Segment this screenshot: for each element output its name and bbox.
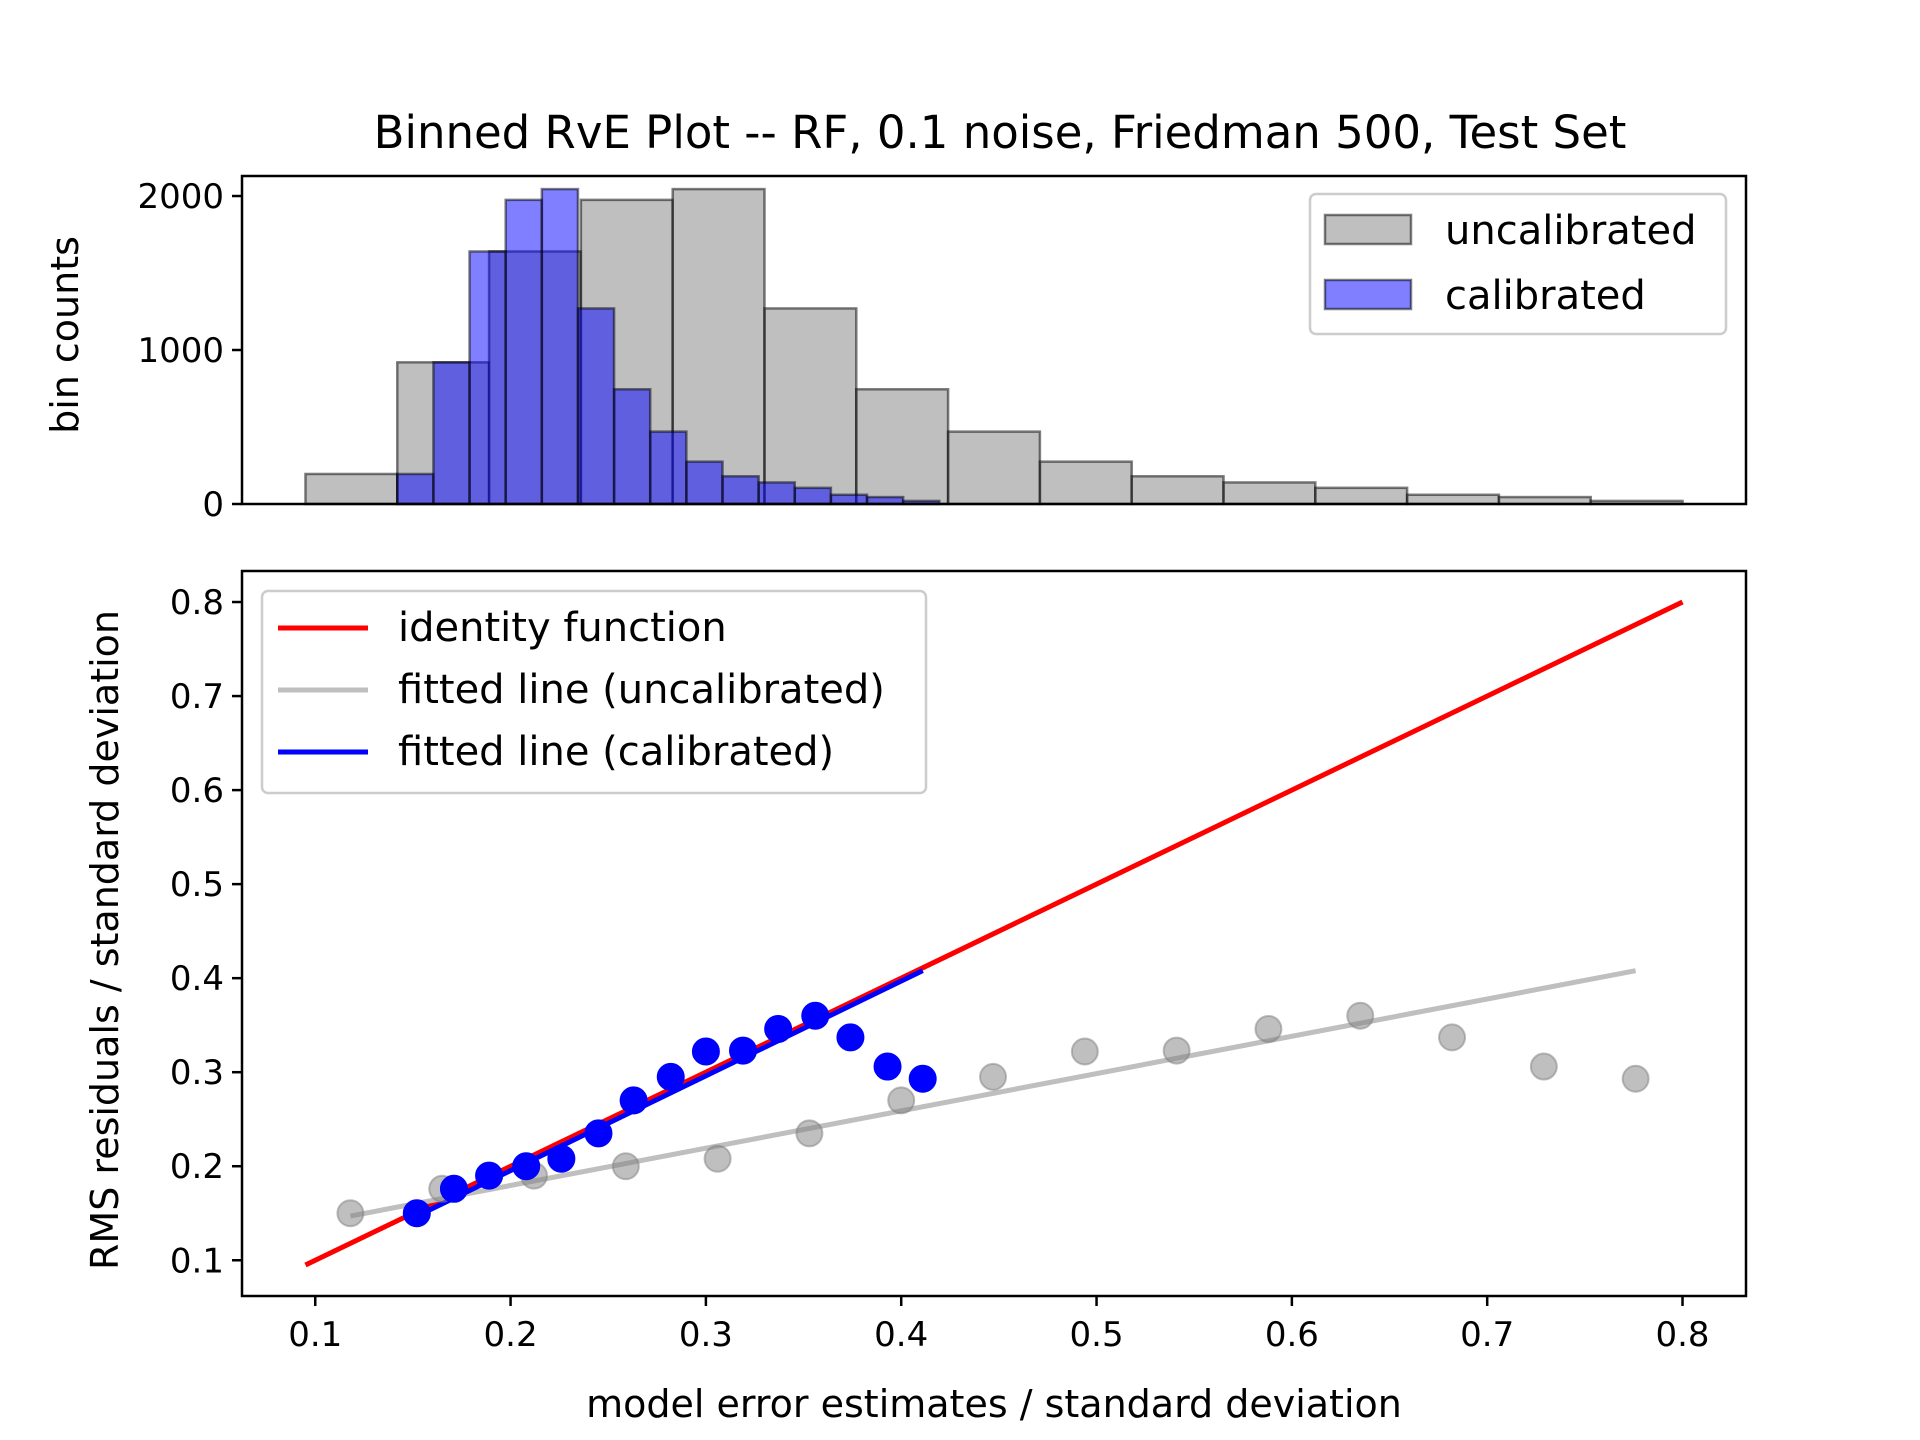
bottom-y-tick-label: 0.3 [170,1053,224,1093]
histogram-bar-calibrated-12 [793,486,833,506]
point-uncalibrated-12 [1346,1001,1375,1030]
histogram-bar-calibrated-4 [504,198,544,506]
top-y-tick-label: 0 [202,485,224,525]
point-calibrated-7 [619,1086,648,1115]
bottom-x-axis-ticks: 0.1 0.2 0.3 0.4 0.5 0.6 0.7 0.8 [288,1296,1710,1355]
top-legend-frame [1308,192,1728,336]
top-y-tick-label: 1000 [137,331,224,371]
bottom-y-axis-label: RMS residuals / standard deviation [83,610,127,1270]
x-tick-label: 0.4 [874,1315,928,1355]
top-y-tick-label: 2000 [137,177,224,217]
point-calibrated-4 [512,1152,541,1181]
point-calibrated-13 [836,1023,865,1052]
bottom-y-tick-label: 0.2 [170,1147,224,1187]
point-calibrated-12 [801,1001,830,1030]
x-tick-label: 0.3 [679,1315,733,1355]
histogram-bar-uncalibrated-10 [1130,475,1225,506]
point-uncalibrated-1 [336,1199,365,1228]
legend-label-fitted-calibrated: fitted line (calibrated) [398,729,834,775]
histogram-bar-calibrated-3 [468,250,507,506]
point-calibrated-11 [764,1014,793,1043]
bottom-legend-frame [260,589,928,795]
histogram-bar-uncalibrated-11 [1222,481,1317,506]
legend-label-uncalibrated: uncalibrated [1445,208,1696,254]
point-calibrated-14 [873,1052,902,1081]
legend-label-fitted-uncalibrated: fitted line (uncalibrated) [398,667,885,713]
point-uncalibrated-8 [979,1062,1008,1091]
point-uncalibrated-7 [887,1086,916,1115]
histogram-bar-calibrated-11 [757,481,797,506]
point-calibrated-5 [547,1144,576,1173]
x-tick-label: 0.6 [1265,1315,1319,1355]
bottom-y-tick-label: 0.5 [170,865,224,905]
bottom-y-axis-ticks: 0.1 0.2 0.3 0.4 0.5 0.6 0.7 0.8 [170,583,242,1281]
point-calibrated-1 [402,1199,431,1228]
histogram-bar-calibrated-2 [432,361,471,506]
x-tick-label: 0.2 [484,1315,538,1355]
histogram-bar-calibrated-13 [829,493,869,506]
top-legend: uncalibrated calibrated [1308,192,1728,336]
x-tick-label: 0.1 [288,1315,342,1355]
histogram-bar-calibrated-8 [648,430,688,506]
top-y-axis-ticks: 0 1000 2000 [137,177,242,525]
bottom-y-tick-label: 0.1 [170,1241,224,1281]
point-uncalibrated-6 [795,1119,824,1148]
point-calibrated-2 [439,1174,468,1203]
histogram-bar-uncalibrated-9 [1038,460,1133,506]
x-tick-label: 0.8 [1655,1315,1709,1355]
legend-swatch-calibrated [1323,278,1413,311]
histogram-bar-calibrated-9 [685,460,724,506]
histogram-bar-calibrated-5 [540,187,580,506]
legend-label-calibrated: calibrated [1445,273,1646,319]
bottom-legend: identity function fitted line (uncalibra… [260,589,928,795]
point-calibrated-15 [908,1064,937,1093]
histogram-bar-calibrated-6 [576,307,616,506]
point-uncalibrated-9 [1070,1037,1099,1066]
histogram-bar-uncalibrated-1 [304,472,399,506]
histogram-bar-uncalibrated-6 [763,307,858,506]
point-calibrated-9 [691,1037,720,1066]
chart-title: Binned RvE Plot -- RF, 0.1 noise, Friedm… [374,106,1627,159]
bottom-y-tick-label: 0.8 [170,583,224,623]
bottom-plot-frame [240,569,1748,1298]
legend-label-identity: identity function [398,605,727,651]
point-uncalibrated-4 [611,1152,640,1181]
point-uncalibrated-15 [1621,1064,1650,1093]
x-tick-label: 0.7 [1460,1315,1514,1355]
point-calibrated-8 [656,1062,685,1091]
bottom-y-tick-label: 0.4 [170,959,224,999]
point-uncalibrated-5 [703,1144,732,1173]
point-calibrated-3 [475,1161,504,1190]
histogram-bar-calibrated-10 [721,475,760,506]
histogram-bar-calibrated-7 [612,388,652,506]
histogram-bar-uncalibrated-7 [855,388,950,506]
bottom-y-tick-label: 0.6 [170,771,224,811]
point-uncalibrated-13 [1438,1023,1467,1052]
scatter-points [336,1001,1650,1228]
legend-swatch-uncalibrated [1323,213,1413,246]
line-fitted-uncalibrated [349,968,1637,1219]
line-identity-function [304,599,1684,1268]
histogram-bar-calibrated-1 [396,472,435,506]
point-uncalibrated-10 [1162,1036,1191,1065]
point-uncalibrated-11 [1254,1014,1283,1043]
top-plot-frame [240,174,1748,506]
top-y-axis-label: bin counts [43,236,87,434]
point-calibrated-6 [584,1119,613,1148]
point-calibrated-10 [729,1036,758,1065]
x-axis-label: model error estimates / standard deviati… [586,1382,1402,1426]
histogram-bar-uncalibrated-8 [946,430,1042,506]
bottom-y-tick-label: 0.7 [170,677,224,717]
x-tick-label: 0.5 [1070,1315,1124,1355]
histogram-bar-uncalibrated-13 [1405,493,1501,506]
point-uncalibrated-14 [1529,1052,1558,1081]
histogram-bar-uncalibrated-12 [1314,486,1409,506]
